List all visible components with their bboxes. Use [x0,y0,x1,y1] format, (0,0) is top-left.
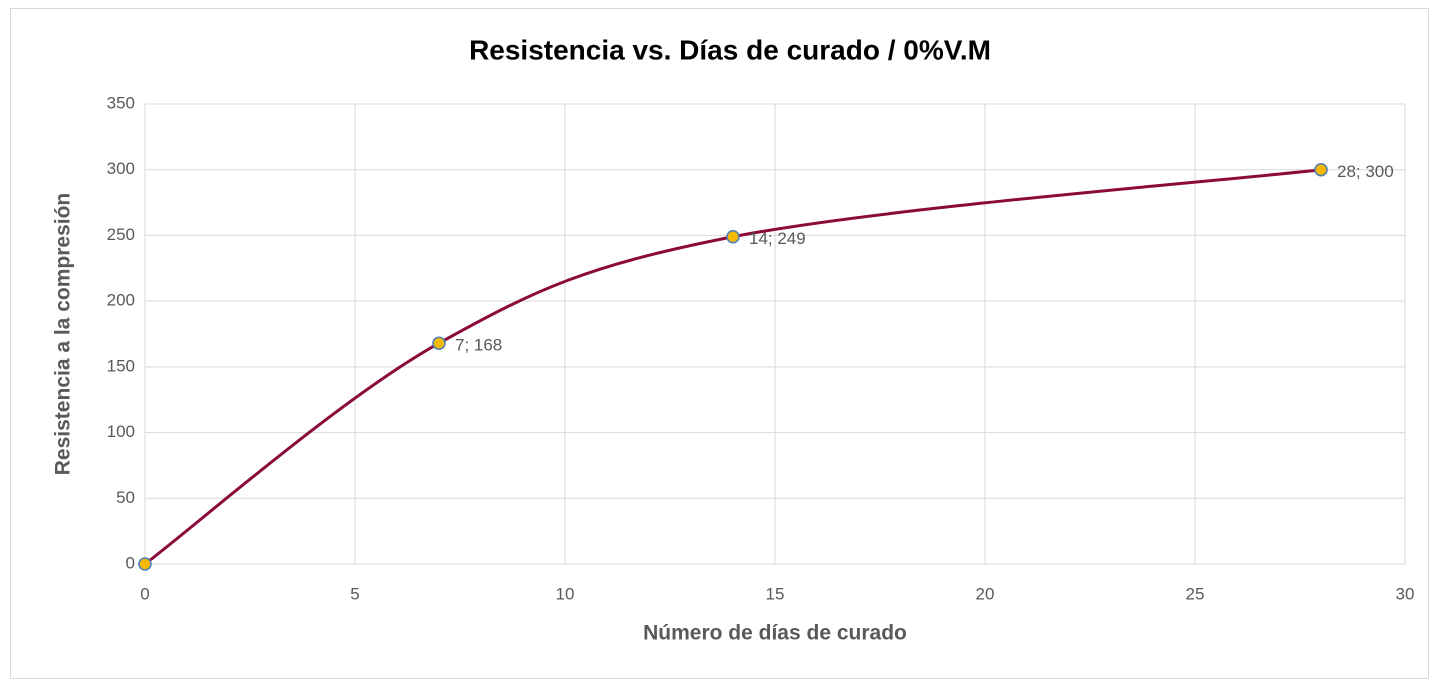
y-tick-label: 350 [107,93,135,112]
data-label: 7; 168 [455,336,502,355]
y-tick-label: 50 [116,488,135,507]
data-label: 14; 249 [749,229,806,248]
data-point [138,557,152,571]
y-tick-label: 0 [126,553,135,572]
data-label: 28; 300 [1337,162,1394,181]
data-point [1314,162,1328,177]
x-axis-label: Número de días de curado [643,622,907,645]
y-tick-label: 300 [107,159,135,178]
y-tick-label: 250 [107,225,135,244]
x-tick-label: 15 [766,584,785,603]
x-tick-label: 5 [350,584,359,603]
chart-title: Resistencia vs. Días de curado / 0%V.M [469,34,991,65]
x-tick-label: 10 [556,584,575,603]
x-tick-label: 25 [1186,584,1205,603]
data-line [144,168,1322,566]
chart-border [10,8,1429,679]
y-tick-label: 150 [107,356,135,375]
y-tick-label: 200 [107,291,135,310]
y-axis-label: Resistencia a la compresión [52,193,75,475]
y-tick-label: 100 [107,422,135,441]
x-tick-label: 0 [140,584,149,603]
data-point [726,229,740,244]
x-tick-label: 30 [1396,584,1415,603]
data-point [432,336,446,350]
x-tick-label: 20 [976,584,995,603]
